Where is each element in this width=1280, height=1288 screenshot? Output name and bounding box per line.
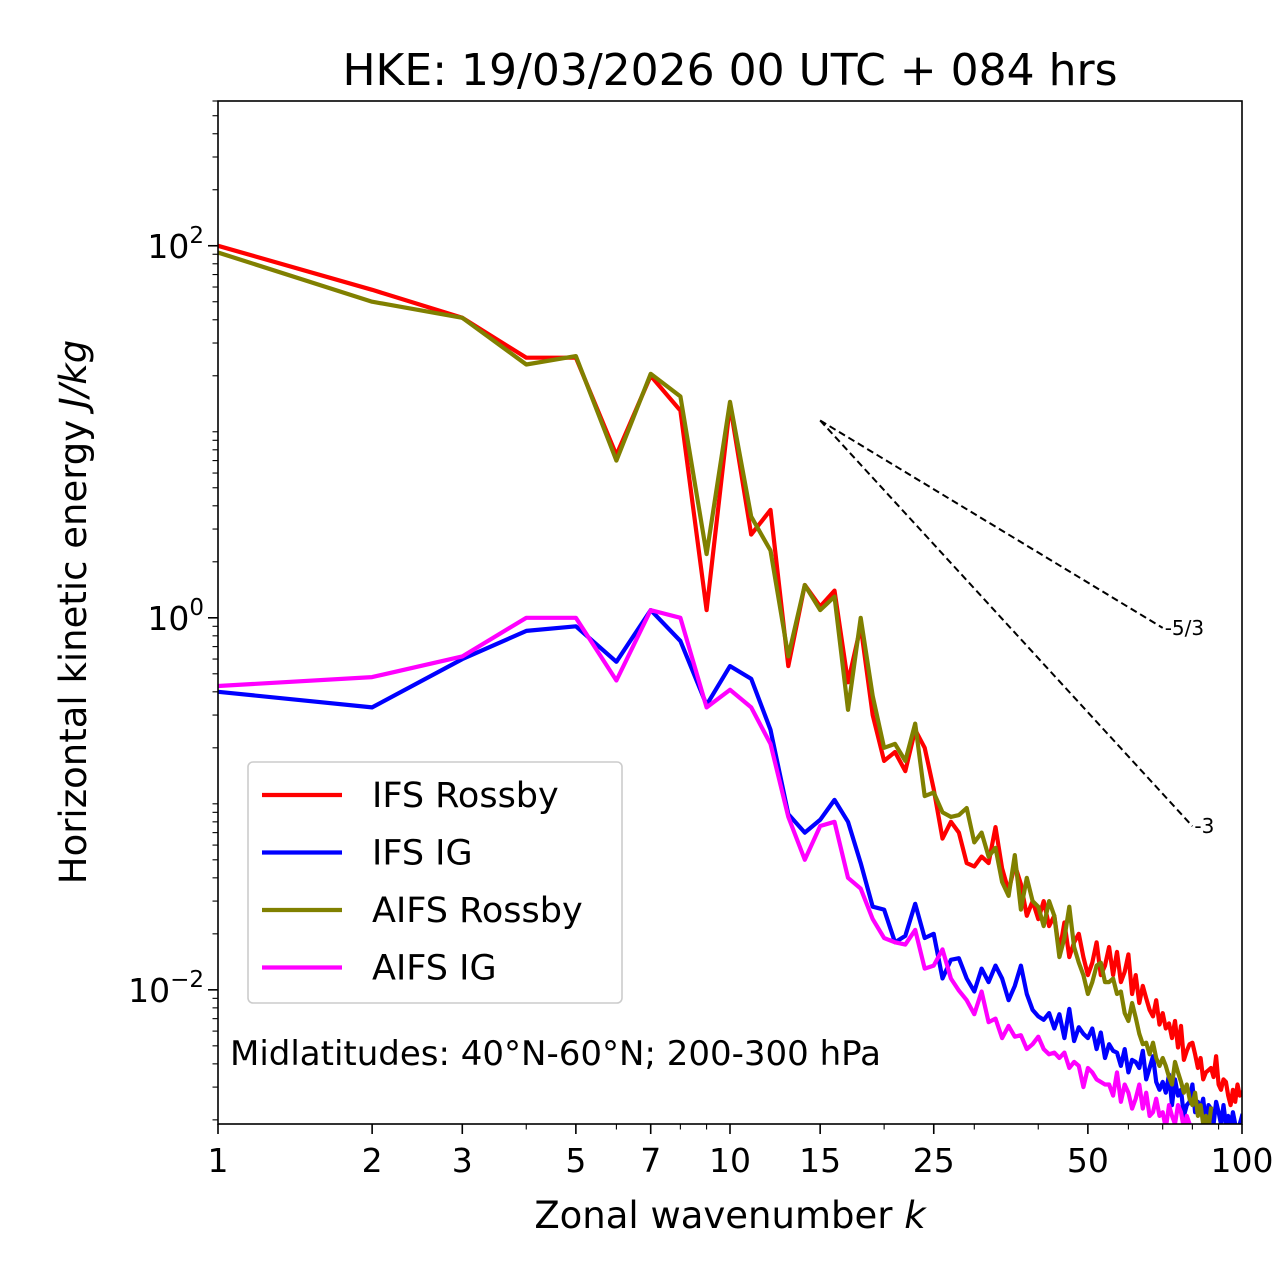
y-tick-label: 100 bbox=[147, 595, 204, 638]
x-axis-label: Zonal wavenumber k bbox=[534, 1194, 927, 1237]
y-tick-label: 102 bbox=[147, 223, 204, 266]
x-tick-label: 5 bbox=[565, 1141, 586, 1180]
x-tick-label: 2 bbox=[362, 1141, 383, 1180]
slope-reference-line bbox=[819, 419, 1164, 629]
series-line-aifs-ig bbox=[218, 608, 1193, 1124]
y-axis-ticks: 102 100 10−2 bbox=[128, 100, 218, 1121]
x-tick-label: 1 bbox=[208, 1141, 229, 1180]
plot-frame bbox=[217, 100, 1243, 1125]
x-tick-label: 25 bbox=[913, 1141, 955, 1180]
slope-reference-line bbox=[819, 419, 1194, 827]
series-line-aifs-rossby bbox=[218, 250, 1214, 1124]
x-axis-label-variable: k bbox=[904, 1194, 927, 1237]
legend-label: AIFS Rossby bbox=[372, 891, 583, 931]
legend-label: IFS Rossby bbox=[372, 776, 559, 816]
y-tick-label: 10−2 bbox=[128, 967, 204, 1010]
slope-reference-lines bbox=[819, 419, 1194, 827]
legend-label: AIFS IG bbox=[372, 949, 497, 989]
y-axis-label-text: Horizontal kinetic energy bbox=[52, 408, 95, 884]
x-tick-label: 3 bbox=[452, 1141, 473, 1180]
legend: IFS Rossby IFS IG AIFS Rossby AIFS IG bbox=[247, 761, 623, 1004]
chart-title: HKE: 19/03/2026 00 UTC + 084 hrs bbox=[342, 45, 1117, 96]
y-axis-label-units: J/kg bbox=[52, 340, 95, 415]
x-axis-label-text: Zonal wavenumber bbox=[534, 1194, 904, 1237]
x-axis-ticks: 1 2 3 5 7 10 15 25 50 100 bbox=[208, 1124, 1274, 1180]
x-tick-label: 50 bbox=[1067, 1141, 1109, 1180]
slope-reference-label: -3 bbox=[1194, 814, 1214, 838]
legend-label: IFS IG bbox=[372, 834, 473, 874]
x-tick-label: 100 bbox=[1211, 1141, 1274, 1180]
data-series bbox=[218, 243, 1242, 1124]
slope-reference-label: -5/3 bbox=[1165, 616, 1204, 640]
region-annotation: Midlatitudes: 40°N-60°N; 200-300 hPa bbox=[230, 1034, 881, 1074]
legend-box bbox=[247, 761, 623, 1004]
x-tick-label: 15 bbox=[799, 1141, 841, 1180]
x-tick-label: 7 bbox=[640, 1141, 661, 1180]
x-tick-label: 10 bbox=[709, 1141, 751, 1180]
y-axis-label: Horizontal kinetic energy J/kg bbox=[52, 340, 95, 884]
